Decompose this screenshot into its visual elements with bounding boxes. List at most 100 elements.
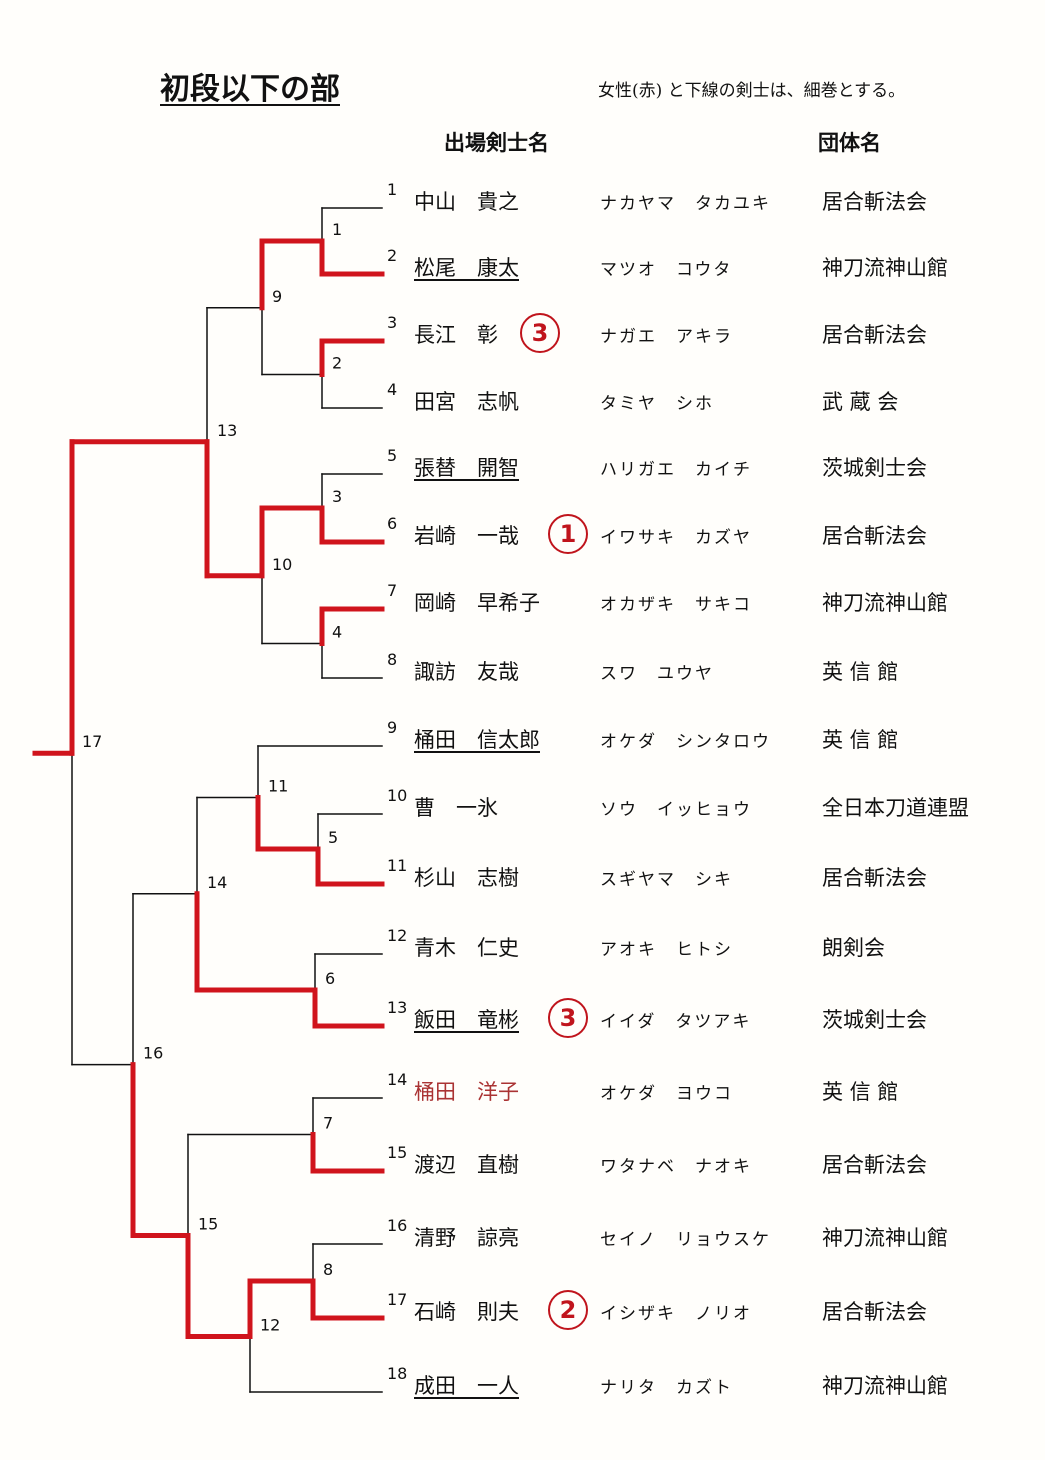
entry-row: 17 石崎 則夫 イシザキ ノリオ 居合斬法会 2 [0, 1290, 1045, 1340]
entry-kana: ハリガエ カイチ [600, 460, 752, 480]
entry-kana: ナガエ アキラ [600, 327, 733, 347]
entry-org: 居合斬法会 [822, 524, 927, 548]
entry-org: 武 蔵 会 [822, 390, 899, 414]
entry-name: 成田 一人 [414, 1374, 519, 1398]
match-number: 6 [325, 969, 335, 988]
match-number: 3 [332, 487, 342, 506]
entry-row: 11 杉山 志樹 スギヤマ シキ 居合斬法会 [0, 856, 1045, 906]
entry-org: 英 信 館 [822, 1080, 899, 1104]
entry-seed: 10 [387, 786, 408, 805]
entry-name: 曹 一氷 [414, 796, 498, 820]
entry-name: 杉山 志樹 [414, 866, 519, 890]
place-mark: 3 [520, 313, 560, 353]
entry-kana: オケダ ヨウコ [600, 1084, 733, 1104]
entry-kana: アオキ ヒトシ [600, 940, 733, 960]
entry-row: 7 岡崎 早希子 オカザキ サキコ 神刀流神山館 [0, 581, 1045, 631]
entry-seed: 9 [387, 718, 398, 737]
entry-row: 5 張替 開智 ハリガエ カイチ 茨城剣士会 [0, 446, 1045, 496]
entry-name: 田宮 志帆 [414, 390, 519, 414]
entry-name: 松尾 康太 [414, 256, 519, 280]
match-number: 1 [332, 220, 342, 239]
entry-org: 神刀流神山館 [822, 256, 948, 280]
match-number: 7 [323, 1114, 333, 1133]
match-number: 15 [198, 1215, 218, 1234]
entry-seed: 4 [387, 380, 398, 399]
entry-kana: セイノ リョウスケ [600, 1230, 771, 1250]
entry-org: 居合斬法会 [822, 1300, 927, 1324]
entry-row: 4 田宮 志帆 タミヤ シホ 武 蔵 会 [0, 380, 1045, 430]
entry-org: 神刀流神山館 [822, 591, 948, 615]
entry-seed: 2 [387, 246, 398, 265]
match-number: 8 [323, 1260, 333, 1279]
entry-name: 桶田 信太郎 [414, 728, 540, 752]
entry-seed: 1 [387, 180, 398, 199]
entry-name: 清野 諒亮 [414, 1226, 519, 1250]
entry-seed: 13 [387, 998, 408, 1017]
entry-org: 居合斬法会 [822, 190, 927, 214]
entry-row: 3 長江 彰 ナガエ アキラ 居合斬法会 3 [0, 313, 1045, 363]
entry-kana: オカザキ サキコ [600, 595, 752, 615]
entry-row: 14 桶田 洋子 オケダ ヨウコ 英 信 館 [0, 1070, 1045, 1120]
entry-name: 渡辺 直樹 [414, 1153, 519, 1177]
entry-kana: イワサキ カズヤ [600, 528, 752, 548]
page-title: 初段以下の部 [160, 72, 340, 107]
entry-row: 13 飯田 竜彬 イイダ タツアキ 茨城剣士会 3 [0, 998, 1045, 1048]
entry-seed: 7 [387, 581, 398, 600]
entry-org: 居合斬法会 [822, 1153, 927, 1177]
entry-kana: ナカヤマ タカユキ [600, 194, 771, 214]
entry-kana: スワ ユウヤ [600, 664, 714, 684]
entry-row: 8 諏訪 友哉 スワ ユウヤ 英 信 館 [0, 650, 1045, 700]
entry-seed: 15 [387, 1143, 408, 1162]
note-text: 女性(赤) と下線の剣士は、細巻とする。 [598, 81, 906, 101]
entry-seed: 6 [387, 514, 398, 533]
entry-kana: タミヤ シホ [600, 394, 714, 414]
entry-name: 諏訪 友哉 [414, 660, 519, 684]
place-mark: 2 [548, 1290, 588, 1330]
entry-seed: 17 [387, 1290, 408, 1309]
entry-org: 茨城剣士会 [822, 456, 927, 480]
entry-row: 15 渡辺 直樹 ワタナベ ナオキ 居合斬法会 [0, 1143, 1045, 1193]
match-number: 16 [143, 1044, 163, 1063]
match-number: 13 [217, 421, 237, 440]
entry-org: 英 信 館 [822, 660, 899, 684]
entry-kana: イイダ タツアキ [600, 1012, 752, 1032]
entry-name: 岩崎 一哉 [414, 524, 519, 548]
entry-kana: イシザキ ノリオ [600, 1304, 752, 1324]
match-number: 11 [268, 777, 288, 796]
entry-row: 12 青木 仁史 アオキ ヒトシ 朗剣会 [0, 926, 1045, 976]
entry-name: 中山 貴之 [414, 190, 519, 214]
entry-kana: ソウ イッヒョウ [600, 800, 752, 820]
entry-org: 全日本刀道連盟 [822, 796, 969, 820]
match-number: 10 [272, 555, 292, 574]
entry-org: 神刀流神山館 [822, 1374, 948, 1398]
entry-kana: スギヤマ シキ [600, 870, 733, 890]
entry-row: 16 清野 諒亮 セイノ リョウスケ 神刀流神山館 [0, 1216, 1045, 1266]
entry-kana: マツオ コウタ [600, 260, 733, 280]
entry-kana: オケダ シンタロウ [600, 732, 771, 752]
entry-kana: ワタナベ ナオキ [600, 1157, 752, 1177]
entry-seed: 5 [387, 446, 398, 465]
entry-row: 9 桶田 信太郎 オケダ シンタロウ 英 信 館 [0, 718, 1045, 768]
entry-row: 18 成田 一人 ナリタ カズト 神刀流神山館 [0, 1364, 1045, 1414]
entry-seed: 8 [387, 650, 398, 669]
entry-seed: 11 [387, 856, 408, 875]
match-number: 14 [207, 873, 227, 892]
match-number: 4 [332, 623, 342, 642]
place-mark: 3 [548, 998, 588, 1038]
entry-row: 1 中山 貴之 ナカヤマ タカユキ 居合斬法会 [0, 180, 1045, 230]
match-number: 9 [272, 287, 282, 306]
entry-name: 桶田 洋子 [414, 1080, 519, 1104]
entry-name: 長江 彰 [414, 323, 498, 347]
entry-row: 6 岩崎 一哉 イワサキ カズヤ 居合斬法会 1 [0, 514, 1045, 564]
match-number: 17 [82, 732, 102, 751]
match-number: 5 [328, 828, 338, 847]
match-number: 12 [260, 1316, 280, 1335]
header-org: 団体名 [818, 131, 881, 155]
entry-org: 居合斬法会 [822, 323, 927, 347]
entry-org: 朗剣会 [822, 936, 885, 960]
entry-org: 居合斬法会 [822, 866, 927, 890]
place-mark: 1 [548, 514, 588, 554]
header-name: 出場剣士名 [444, 131, 549, 155]
